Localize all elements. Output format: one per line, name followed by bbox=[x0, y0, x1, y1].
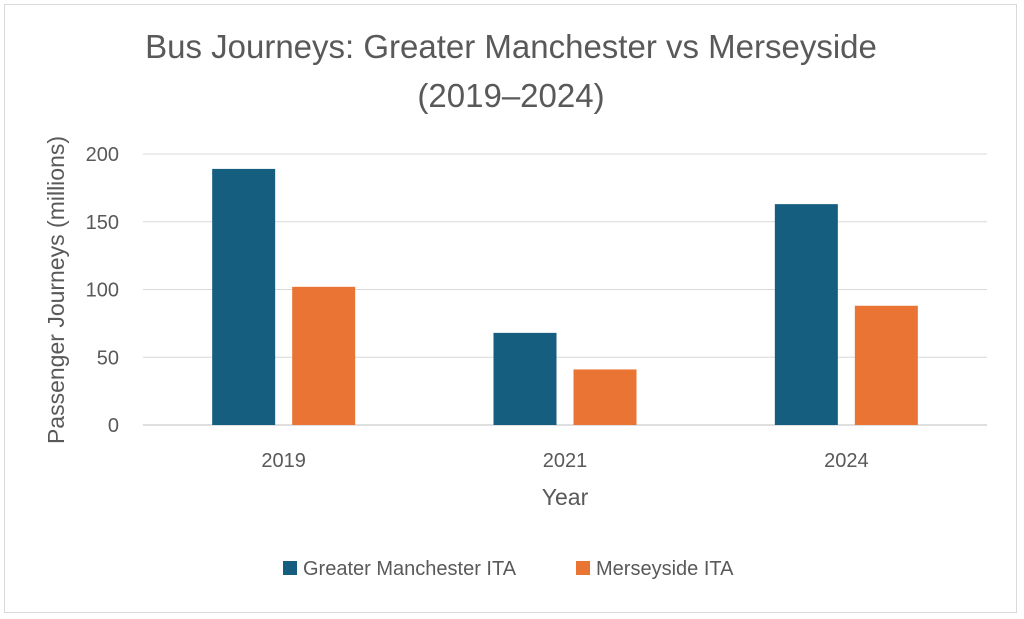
chart-title: Bus Journeys: Greater Manchester vs Mers… bbox=[145, 28, 877, 114]
bar-merseyside-ita-2021 bbox=[573, 369, 637, 425]
legend-label: Greater Manchester ITA bbox=[303, 558, 517, 580]
y-tick-label: 0 bbox=[108, 415, 119, 437]
x-axis-ticks: 2019 2021 2024 bbox=[261, 450, 868, 472]
chart-title-line-2: (2019–2024) bbox=[417, 77, 604, 114]
x-tick-label: 2019 bbox=[261, 450, 306, 472]
y-axis-title: Passenger Journeys (millions) bbox=[43, 136, 69, 444]
x-axis-title: Year bbox=[542, 484, 589, 510]
bars bbox=[212, 168, 918, 425]
legend-label: Merseyside ITA bbox=[596, 558, 734, 580]
y-tick-label: 150 bbox=[86, 212, 119, 234]
legend-swatch bbox=[283, 561, 297, 575]
legend-swatch bbox=[576, 561, 590, 575]
y-tick-label: 50 bbox=[97, 347, 119, 369]
y-axis-ticks: 0 50 100 150 200 bbox=[86, 144, 119, 437]
gridlines bbox=[143, 153, 987, 426]
y-tick-label: 100 bbox=[86, 280, 119, 302]
legend: Greater Manchester ITA Merseyside ITA bbox=[283, 558, 734, 580]
bar-merseyside-ita-2024 bbox=[854, 305, 918, 425]
y-tick-label: 200 bbox=[86, 144, 119, 166]
chart-title-line-1: Bus Journeys: Greater Manchester vs Mers… bbox=[145, 28, 877, 65]
bar-greater-manchester-ita-2024 bbox=[774, 204, 838, 425]
chart-frame bbox=[4, 4, 1017, 613]
x-tick-label: 2024 bbox=[824, 450, 869, 472]
bar-greater-manchester-ita-2019 bbox=[212, 168, 276, 425]
bar-merseyside-ita-2019 bbox=[292, 286, 356, 425]
x-tick-label: 2021 bbox=[543, 450, 588, 472]
bar-greater-manchester-ita-2021 bbox=[493, 332, 557, 425]
